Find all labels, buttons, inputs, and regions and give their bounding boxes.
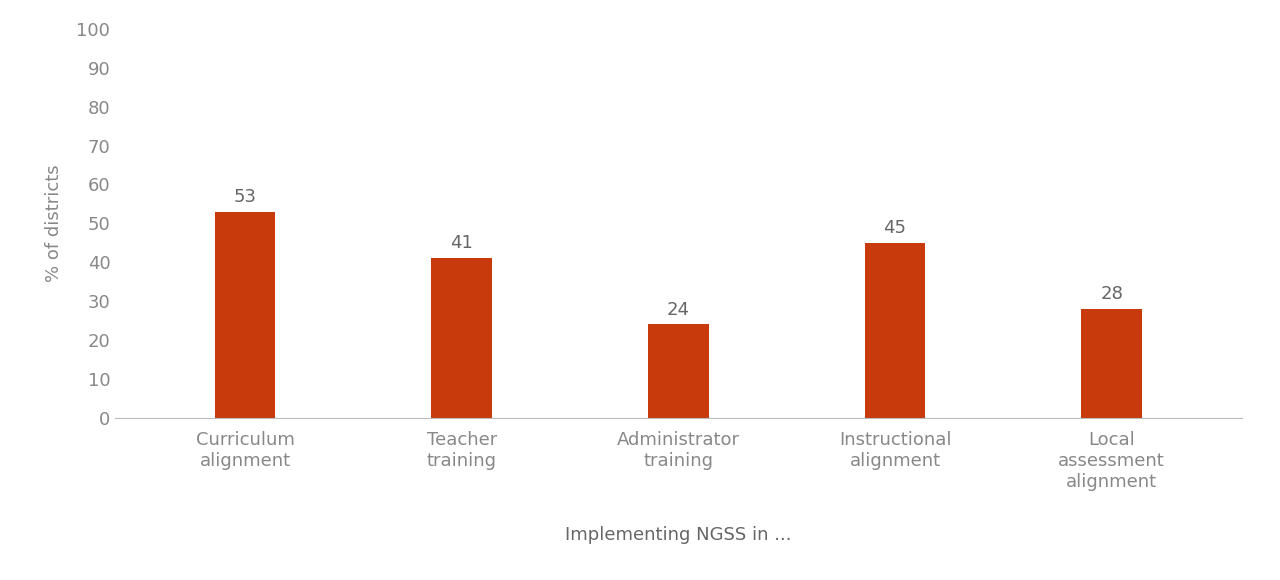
Text: 24: 24	[667, 300, 690, 318]
X-axis label: Implementing NGSS in ...: Implementing NGSS in ...	[566, 526, 791, 544]
Bar	[431, 258, 492, 418]
Bar	[648, 324, 709, 418]
Bar	[215, 212, 275, 418]
Bar	[865, 243, 925, 418]
Text: 45: 45	[883, 219, 906, 237]
Text: 41: 41	[451, 234, 474, 252]
Text: 28: 28	[1101, 285, 1123, 303]
Text: 53: 53	[234, 188, 257, 206]
Bar	[1082, 309, 1142, 418]
Y-axis label: % of districts: % of districts	[45, 165, 63, 282]
